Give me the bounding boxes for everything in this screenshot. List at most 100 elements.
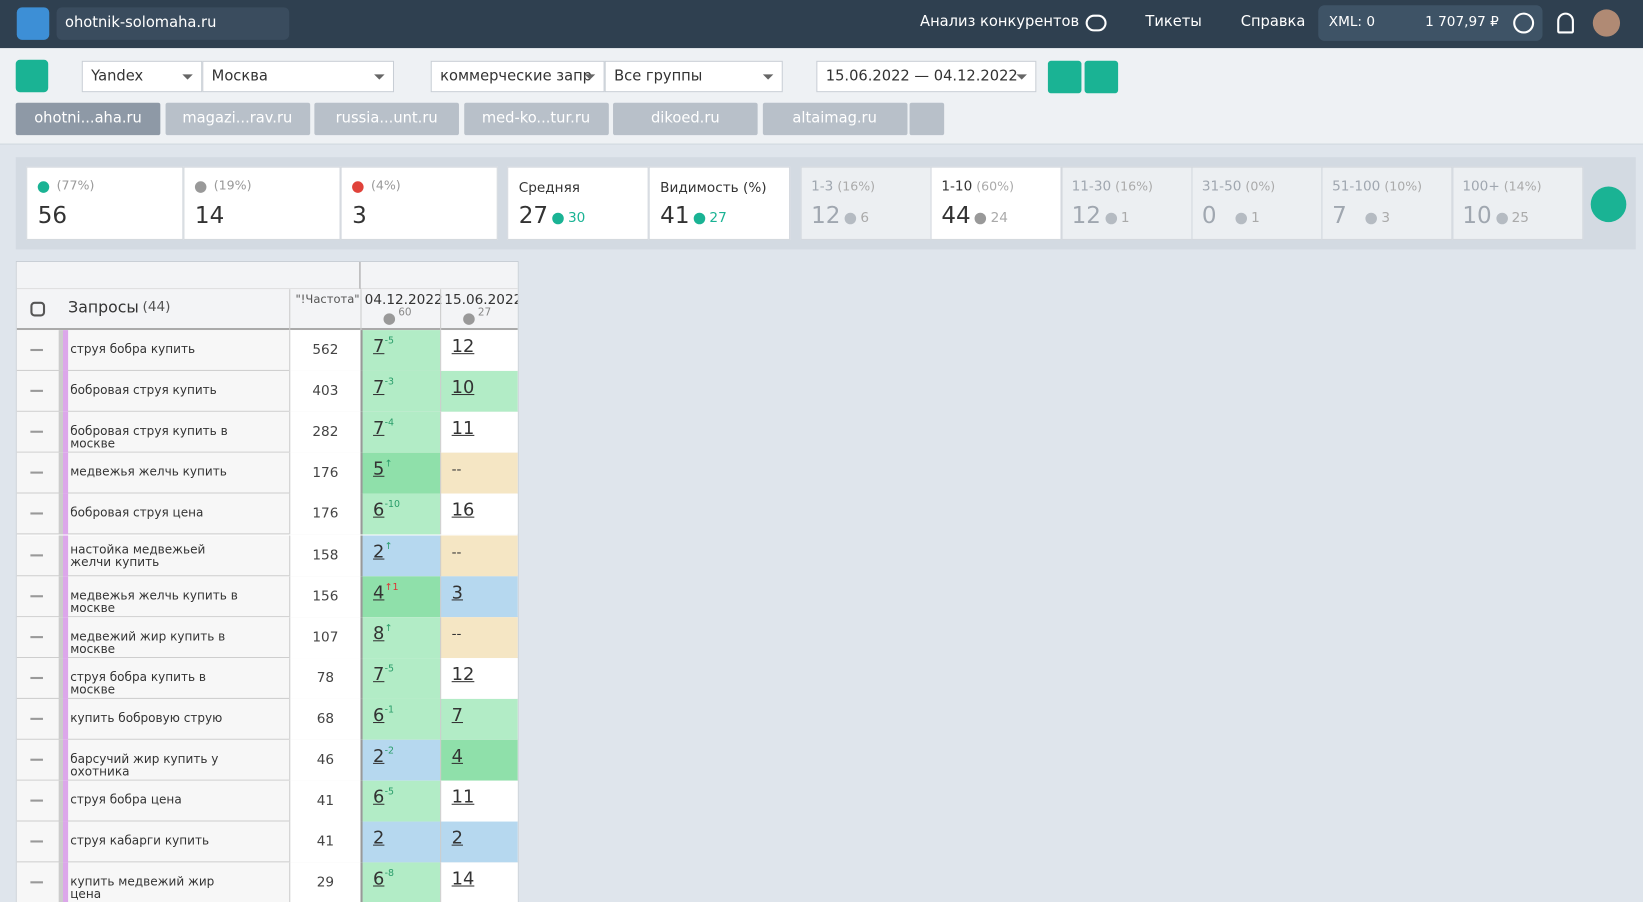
date-sub: 27 xyxy=(477,307,492,319)
logo-button[interactable] xyxy=(16,7,50,40)
row-menu[interactable] xyxy=(30,758,43,761)
position[interactable]: 8 xyxy=(373,623,385,645)
position[interactable]: 2 xyxy=(373,541,385,563)
position[interactable]: 3 xyxy=(451,582,463,604)
dropdown[interactable]: 15.06.2022 — 04.12.2022 xyxy=(816,60,1037,93)
row-menu[interactable] xyxy=(30,676,43,679)
balance[interactable]: 1 707,97 ₽ xyxy=(1425,14,1499,31)
range-card[interactable]: 1-3 (16%) 12 6 xyxy=(800,166,932,240)
position[interactable]: 12 xyxy=(451,664,475,686)
export-button[interactable] xyxy=(1084,60,1119,94)
dropdown-value: коммерческие запр xyxy=(440,68,592,85)
nav-link[interactable]: Тикеты xyxy=(1145,13,1202,31)
site-tab[interactable]: dikoed.ru xyxy=(613,102,758,136)
collapse-button[interactable] xyxy=(1590,186,1627,223)
position[interactable]: 6 xyxy=(373,869,385,890)
row-menu[interactable] xyxy=(30,471,43,474)
row-menu[interactable] xyxy=(30,717,43,720)
position[interactable]: 5 xyxy=(373,459,385,481)
site-tab[interactable]: magazi...rav.ru xyxy=(165,102,310,136)
position[interactable]: 14 xyxy=(451,869,475,890)
color-stripe xyxy=(58,698,69,740)
position-cell: 7 -4 xyxy=(360,412,441,453)
position[interactable]: 11 xyxy=(451,418,475,440)
dropdown[interactable]: Все группы xyxy=(604,60,783,93)
date-label[interactable]: 15.06.2022 xyxy=(444,292,519,309)
position-change: -2 xyxy=(384,746,394,757)
position[interactable]: 6 xyxy=(373,787,385,809)
position[interactable]: 4 xyxy=(373,582,385,604)
position-cell: 2 xyxy=(440,821,518,863)
column-divider xyxy=(360,289,362,331)
dropdown-caret xyxy=(1016,74,1027,84)
dropdown[interactable]: коммерческие запр xyxy=(430,60,605,93)
color-stripe xyxy=(58,575,69,617)
range-header: 31-50 (0%) xyxy=(1202,179,1275,195)
freq-label[interactable]: "!Частота" xyxy=(295,292,360,306)
row-menu[interactable] xyxy=(30,553,43,556)
range-card[interactable]: 11-30 (16%) 12 1 xyxy=(1061,166,1193,240)
range-value: 0 xyxy=(1201,203,1217,230)
position[interactable]: 12 xyxy=(451,336,475,358)
position[interactable]: 7 xyxy=(373,336,385,358)
range-card[interactable]: 31-50 (0%) 0 1 xyxy=(1191,166,1323,240)
link-icon[interactable] xyxy=(30,301,46,317)
row-menu[interactable] xyxy=(30,348,43,352)
range-card[interactable]: 1-10 (60%) 44 24 xyxy=(930,166,1062,240)
position[interactable]: 2 xyxy=(373,746,385,768)
position-cell: 7 -3 xyxy=(360,371,441,412)
range-card[interactable]: 51-100 (10%) 7 3 xyxy=(1321,166,1453,240)
position[interactable]: 7 xyxy=(373,377,385,399)
position-icon xyxy=(463,313,475,325)
range-delta: 25 xyxy=(1511,210,1529,227)
row-menu[interactable] xyxy=(30,430,43,433)
balance-box: XML: 0 1 707,97 ₽ xyxy=(1318,5,1543,41)
avatar[interactable] xyxy=(1592,9,1621,37)
xml-count[interactable]: XML: 0 xyxy=(1328,14,1376,31)
row-menu[interactable] xyxy=(30,512,43,515)
position[interactable]: 10 xyxy=(451,377,475,399)
position[interactable]: 16 xyxy=(451,500,475,522)
count-value: 56 xyxy=(37,203,68,230)
position[interactable]: 6 xyxy=(373,500,385,522)
query-text: бобровая струя купить в москве xyxy=(70,423,228,451)
add-funds[interactable] xyxy=(1513,12,1535,34)
nav-link[interactable]: Анализ конкурентов xyxy=(920,13,1080,31)
row-menu[interactable] xyxy=(30,840,43,843)
row-menu[interactable] xyxy=(30,635,43,638)
site-tab[interactable]: russia...unt.ru xyxy=(314,102,459,136)
position: -- xyxy=(451,544,462,561)
position[interactable]: 7 xyxy=(373,418,385,440)
frequency: 46 xyxy=(289,739,361,781)
row-menu[interactable] xyxy=(30,799,43,802)
nav-link[interactable]: Справка xyxy=(1240,13,1306,31)
position[interactable]: 2 xyxy=(373,828,385,849)
row-menu[interactable] xyxy=(30,594,43,597)
range-card[interactable]: 100+ (14%) 10 25 xyxy=(1451,166,1583,240)
position[interactable]: 11 xyxy=(451,787,475,809)
site-tab[interactable]: med-ko...tur.ru xyxy=(463,102,609,136)
dropdown[interactable]: Yandex xyxy=(81,60,203,93)
refresh-button[interactable] xyxy=(15,59,49,93)
position[interactable]: 7 xyxy=(451,705,463,727)
row-menu[interactable] xyxy=(30,389,43,393)
dropdown[interactable]: Москва xyxy=(202,60,395,93)
site-tab[interactable]: altaimag.ru xyxy=(762,102,907,136)
sync-icon[interactable] xyxy=(1085,14,1107,32)
date-label[interactable]: 04.12.2022 xyxy=(364,292,443,309)
position[interactable]: 2 xyxy=(451,828,463,849)
position[interactable]: 6 xyxy=(373,705,385,727)
position[interactable]: 4 xyxy=(451,746,463,768)
flag-button[interactable] xyxy=(909,102,945,136)
summary-delta: 27 xyxy=(709,210,727,227)
row-menu[interactable] xyxy=(30,881,43,884)
site-select[interactable]: ohotnik-solomaha.ru xyxy=(56,7,290,40)
site-name: ohotnik-solomaha.ru xyxy=(64,14,217,32)
site-tab[interactable]: ohotni...aha.ru xyxy=(15,102,161,136)
settings-button[interactable] xyxy=(1047,60,1082,94)
notifications[interactable] xyxy=(1557,12,1574,34)
queries-label[interactable]: Запросы xyxy=(68,297,139,317)
frequency: 176 xyxy=(289,453,361,494)
status-icon xyxy=(1105,212,1117,225)
position[interactable]: 7 xyxy=(373,664,385,686)
